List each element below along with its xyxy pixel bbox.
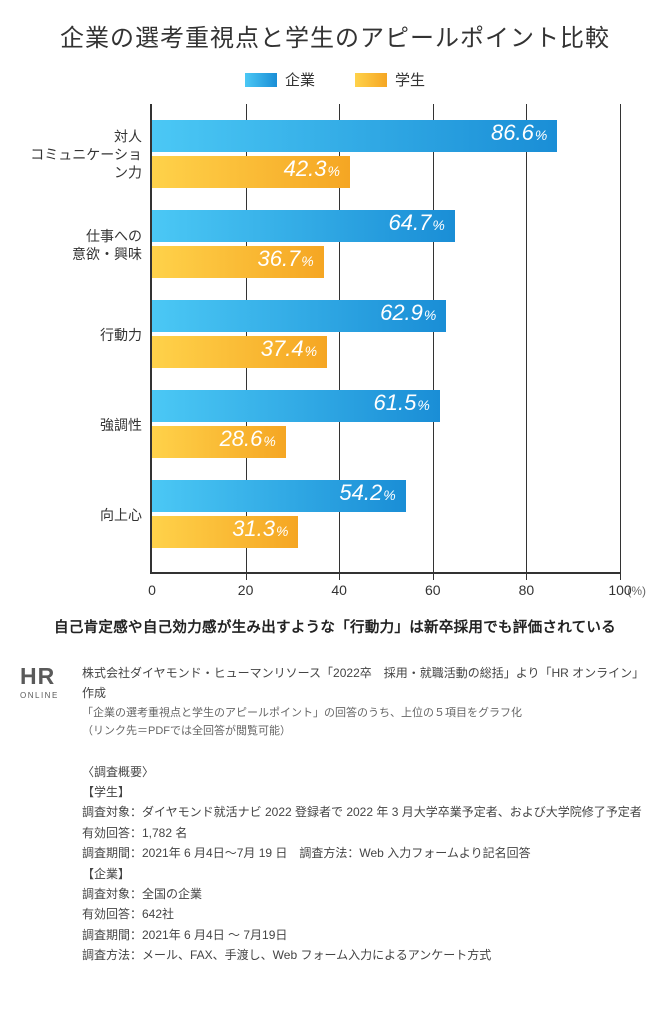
legend-item-company: 企業 <box>245 69 315 90</box>
legend-label-student: 学生 <box>395 69 425 90</box>
footer-line: 調査対象：ダイヤモンド就活ナビ 2022 登録者で 2022 年 3 月大学卒業… <box>82 802 650 822</box>
bar-student: 37.4% <box>152 336 327 368</box>
footer-line: 【企業】 <box>82 864 650 884</box>
legend-swatch-student <box>355 73 387 87</box>
footer-line: 調査対象：全国の企業 <box>82 884 650 904</box>
bar-company: 62.9% <box>152 300 446 332</box>
chart-area: (%) 020406080100対人コミュニケーション力86.6%42.3%仕事… <box>150 104 620 574</box>
footer-line: 調査期間：2021年 6 月4日～7月 19 日 調査方法：Web 入力フォーム… <box>82 843 650 863</box>
footer-line: 【学生】 <box>82 782 650 802</box>
x-tick-label: 80 <box>519 582 535 598</box>
footer-line: 調査方法：メール、FAX、手渡し、Web フォーム入力によるアンケート方式 <box>82 945 650 965</box>
x-tick-label: 100 <box>608 582 631 598</box>
footer-line: 〈調査概要〉 <box>82 762 650 782</box>
x-tick-label: 20 <box>238 582 254 598</box>
logo-line2: ONLINE <box>20 689 68 703</box>
x-tick-label: 40 <box>331 582 347 598</box>
caption: 自己肯定感や自己効力感が生み出すような「行動力」は新卒採用でも評価されている <box>20 616 650 637</box>
footer-line <box>82 741 650 761</box>
bar-group: 行動力62.9%37.4% <box>152 296 620 374</box>
bar-student: 28.6% <box>152 426 286 458</box>
footer-line: 有効回答：1,782 名 <box>82 823 650 843</box>
legend: 企業 学生 <box>20 69 650 90</box>
bar-company: 54.2% <box>152 480 406 512</box>
category-label: 行動力 <box>22 326 152 344</box>
category-label: 向上心 <box>22 506 152 524</box>
footer-line: 調査期間：2021年 6 月4日 ～ 7月19日 <box>82 925 650 945</box>
footer-line: 「企業の選考重視点と学生のアピールポイント」の回答のうち、上位の５項目をグラフ化 <box>82 704 650 723</box>
bar-student: 31.3% <box>152 516 298 548</box>
bar-company: 61.5% <box>152 390 440 422</box>
footer: HR ONLINE 株式会社ダイヤモンド・ヒューマンリソース「2022卒 採用・… <box>20 663 650 965</box>
legend-swatch-company <box>245 73 277 87</box>
gridline <box>620 104 621 580</box>
logo-line1: HR <box>20 665 68 688</box>
bar-company: 86.6% <box>152 120 557 152</box>
x-tick-label: 0 <box>148 582 156 598</box>
bar-group: 対人コミュニケーション力86.6%42.3% <box>152 116 620 194</box>
footer-line: （リンク先＝PDFでは全回答が閲覧可能） <box>82 722 650 741</box>
x-tick-label: 60 <box>425 582 441 598</box>
bar-group: 強調性61.5%28.6% <box>152 386 620 464</box>
bar-student: 36.7% <box>152 246 324 278</box>
hr-online-logo: HR ONLINE <box>20 663 68 965</box>
bar-student: 42.3% <box>152 156 350 188</box>
category-label: 強調性 <box>22 416 152 434</box>
bar-group: 向上心54.2%31.3% <box>152 476 620 554</box>
footer-line: 有効回答：642社 <box>82 904 650 924</box>
legend-label-company: 企業 <box>285 69 315 90</box>
chart-title: 企業の選考重視点と学生のアピールポイント比較 <box>20 18 650 53</box>
legend-item-student: 学生 <box>355 69 425 90</box>
category-label: 対人コミュニケーション力 <box>22 128 152 183</box>
footer-line: 株式会社ダイヤモンド・ヒューマンリソース「2022卒 採用・就職活動の総括」より… <box>82 663 650 704</box>
footer-text: 株式会社ダイヤモンド・ヒューマンリソース「2022卒 採用・就職活動の総括」より… <box>82 663 650 965</box>
bar-group: 仕事への意欲・興味64.7%36.7% <box>152 206 620 284</box>
category-label: 仕事への意欲・興味 <box>22 227 152 263</box>
bar-company: 64.7% <box>152 210 455 242</box>
